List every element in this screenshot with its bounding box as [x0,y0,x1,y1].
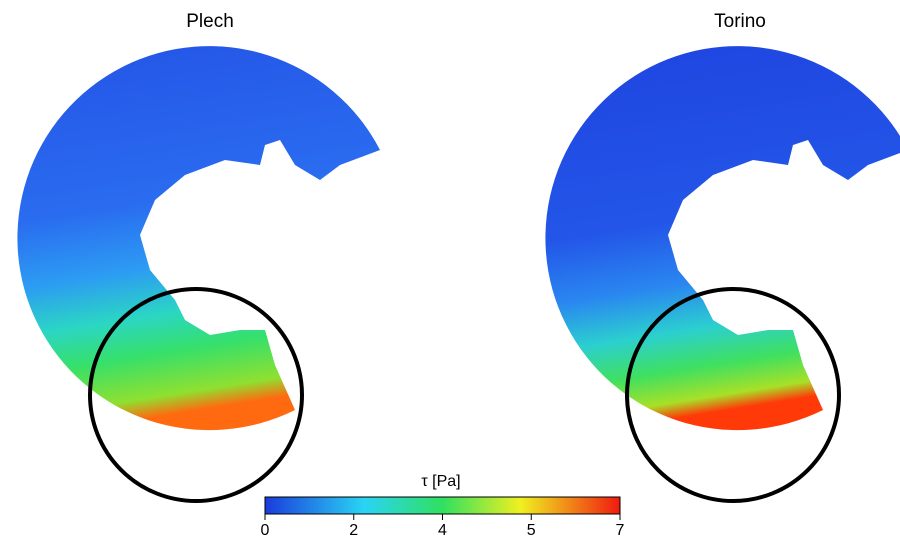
colorbar-gradient [264,496,621,515]
colorbar: τ [Pa] 0 2 4 5 7 [261,473,625,539]
panel-plech: Plech [17,11,380,503]
highlight-circle [625,287,841,503]
highlight-circle [88,287,304,503]
colorbar-tick-label: 4 [438,522,447,539]
panel-torino: Torino [545,11,900,503]
contour-field [545,46,900,431]
colorbar-label: τ [Pa] [421,473,460,490]
colorbar-tick-label: 7 [616,522,625,539]
contour-field [17,46,380,431]
colorbar-tick-label: 5 [527,522,536,539]
panel-title: Torino [714,11,766,32]
colorbar-tick-label: 2 [349,522,358,539]
colorbar-tick-label: 0 [261,522,270,539]
panel-title: Plech [186,11,234,32]
